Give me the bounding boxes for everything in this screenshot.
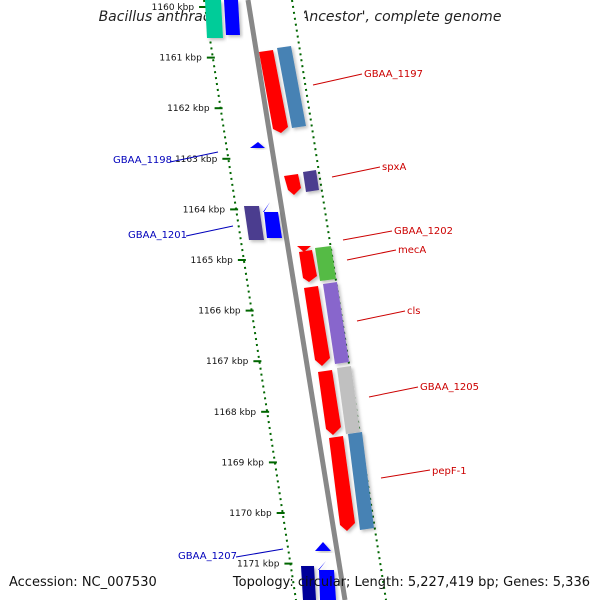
gene-labels: GBAA_1197 spxA GBAA_1202 mecA cls GBAA_1… bbox=[113, 69, 479, 562]
label-leaders bbox=[169, 73, 431, 558]
leader-spxa bbox=[331, 166, 381, 178]
label-meca: mecA bbox=[398, 245, 426, 256]
gene-gbaa-1197-companion bbox=[277, 46, 306, 128]
accession-text: Accession: NC_007530 bbox=[9, 575, 157, 590]
topology-text: Topology: circular; Length: 5,227,419 bp… bbox=[232, 575, 590, 590]
gene-gbaa-1205-companion bbox=[337, 366, 360, 434]
gene-gbaa-1197 bbox=[259, 50, 288, 133]
leader-cls bbox=[356, 310, 406, 322]
kbp-tick-label: 1169 kbp bbox=[221, 458, 264, 468]
leader-gbaa-1197 bbox=[312, 73, 363, 86]
kbp-tick-label: 1165 kbp bbox=[190, 256, 233, 266]
gene-gbaa-1198 bbox=[250, 142, 265, 148]
kbp-tick-label: 1164 kbp bbox=[183, 205, 226, 215]
label-cls: cls bbox=[407, 306, 421, 317]
label-gbaa-1197: GBAA_1197 bbox=[364, 69, 423, 80]
label-gbaa-1202: GBAA_1202 bbox=[394, 226, 453, 237]
gene-gbaa-1207-c bbox=[318, 561, 336, 600]
gene-teal bbox=[205, 0, 223, 38]
leader-meca bbox=[346, 249, 397, 261]
kbp-tick-label: 1161 kbp bbox=[159, 54, 202, 64]
label-pepf-1: pepF-1 bbox=[432, 466, 467, 477]
gene-gbaa-1202 bbox=[297, 246, 311, 252]
gene-gbaa-1207-b bbox=[301, 566, 316, 600]
map-band bbox=[203, 0, 396, 600]
forward-genes bbox=[259, 46, 374, 531]
gene-gbaa-1207-a bbox=[315, 542, 331, 551]
label-gbaa-1205: GBAA_1205 bbox=[420, 382, 479, 393]
kbp-tick-label: 1160 kbp bbox=[152, 3, 195, 13]
kbp-tick-label: 1171 kbp bbox=[237, 560, 280, 570]
label-gbaa-1207: GBAA_1207 bbox=[178, 551, 237, 562]
kbp-tick-label: 1163 kbp bbox=[175, 155, 218, 165]
leader-gbaa-1207 bbox=[235, 548, 284, 558]
leader-pepf-1 bbox=[380, 469, 431, 479]
gene-reverse-top bbox=[224, 0, 240, 35]
kbp-tick-label: 1168 kbp bbox=[214, 408, 257, 418]
tick-layer: 1160 kbp 1161 kbp 1162 kbp 1163 kbp 1164 kbp… bbox=[152, 3, 293, 570]
leader-gbaa-1198 bbox=[169, 151, 219, 163]
genome-backbone bbox=[245, 0, 348, 600]
gene-spxa-companion bbox=[303, 170, 319, 192]
gene-cls bbox=[304, 286, 330, 366]
gene-meca bbox=[299, 250, 317, 282]
leader-gbaa-1202 bbox=[342, 230, 393, 241]
gene-pepf-1 bbox=[329, 436, 355, 531]
gene-meca-companion bbox=[315, 246, 336, 281]
gene-pepf-1-companion bbox=[348, 432, 374, 530]
kbp-tick-label: 1167 kbp bbox=[206, 357, 249, 367]
leader-gbaa-1201 bbox=[185, 225, 234, 237]
kbp-tick-label: 1166 kbp bbox=[198, 307, 241, 317]
gene-spxa bbox=[284, 174, 301, 195]
reverse-genes bbox=[205, 0, 336, 600]
gene-gbaa-1201-b bbox=[263, 202, 282, 238]
leader-gbaa-1205 bbox=[368, 386, 419, 398]
gene-gbaa-1205 bbox=[318, 370, 341, 435]
kbp-tick-label: 1170 kbp bbox=[229, 509, 272, 519]
gene-gbaa-1201-a bbox=[244, 206, 264, 240]
inner-ruler bbox=[203, 0, 297, 600]
label-gbaa-1201: GBAA_1201 bbox=[128, 230, 187, 241]
label-spxa: spxA bbox=[382, 162, 406, 173]
gene-cls-companion bbox=[323, 282, 349, 364]
kbp-tick-label: 1162 kbp bbox=[167, 104, 210, 114]
label-gbaa-1198: GBAA_1198 bbox=[113, 155, 172, 166]
